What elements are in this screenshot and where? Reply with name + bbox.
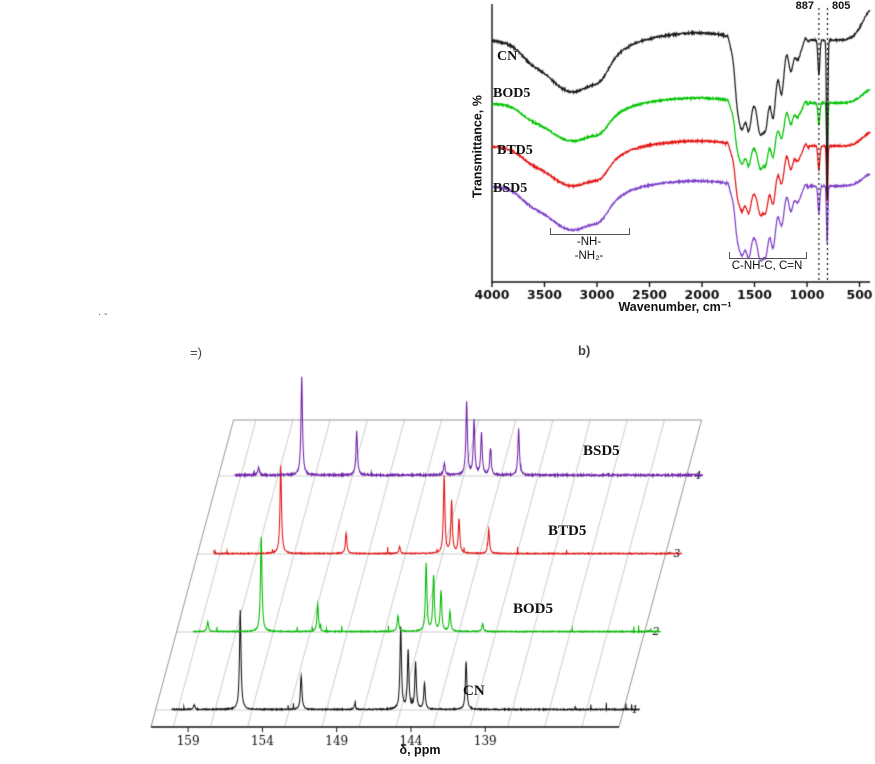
ftir-x-axis-label: Wavenumber, cm⁻¹ (618, 300, 732, 314)
ftir-nh2-band-label: -NH₂- (574, 250, 604, 262)
ftir-nh-band-bracket (550, 228, 630, 235)
nmr-x-axis-label: δ, ppm (399, 743, 441, 757)
ftir-annotation-887: 887 (795, 0, 814, 12)
ftir-cnhc-band-bracket (729, 252, 807, 259)
ftir-chart-canvas (400, 0, 875, 335)
nmr-series-label-cn: CN (463, 683, 485, 699)
ftir-series-label-cn: CN (497, 49, 518, 64)
ftir-annotation-805: 805 (832, 0, 851, 12)
nmr-series-label-bod5: BOD5 (513, 601, 554, 617)
ftir-series-label-btd5: BTD5 (497, 143, 533, 158)
scan-artifact-marks: · - (98, 309, 108, 320)
nmr-series-label-btd5: BTD5 (548, 523, 587, 539)
nmr-chart-canvas (85, 350, 790, 764)
ftir-y-axis-label: Transmittance, % (470, 95, 485, 198)
ftir-nh-band-label: -NH- (576, 236, 602, 248)
ftir-series-label-bsd5: BSD5 (493, 181, 528, 196)
ftir-cnhc-band-label: C-NH-C, C=N (731, 260, 803, 272)
nmr-series-label-bsd5: BSD5 (583, 443, 620, 459)
ftir-series-label-bod5: BOD5 (493, 86, 531, 101)
